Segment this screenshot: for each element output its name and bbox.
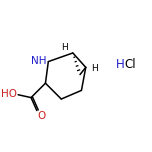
Text: NH: NH [31, 56, 46, 66]
Text: Cl: Cl [124, 58, 136, 71]
Text: H: H [116, 58, 125, 71]
Text: H: H [61, 43, 67, 52]
Text: O: O [38, 111, 46, 121]
Text: HO: HO [1, 89, 17, 99]
Text: H: H [91, 64, 98, 73]
